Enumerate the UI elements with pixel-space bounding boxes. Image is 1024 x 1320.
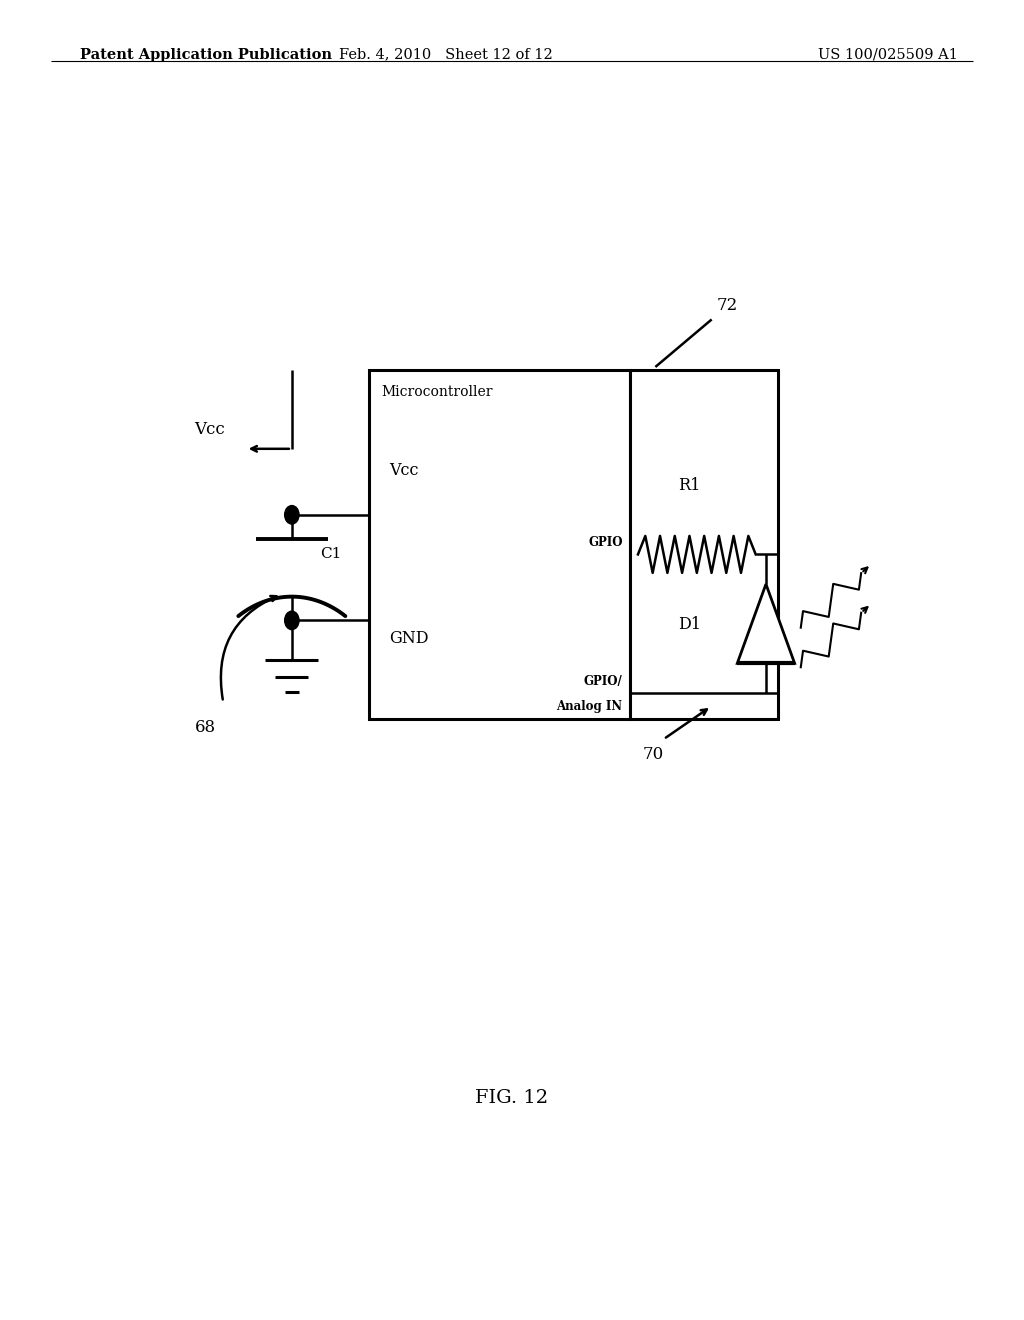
Text: Analog IN: Analog IN (556, 700, 623, 713)
Text: 68: 68 (195, 719, 216, 737)
Text: Vcc: Vcc (195, 421, 225, 438)
Text: GPIO: GPIO (588, 536, 623, 549)
Text: 70: 70 (643, 746, 665, 763)
Text: 72: 72 (717, 297, 738, 314)
Text: Patent Application Publication: Patent Application Publication (80, 48, 332, 62)
Circle shape (285, 506, 299, 524)
Text: Microcontroller: Microcontroller (381, 385, 493, 400)
Text: GPIO/: GPIO/ (584, 675, 623, 688)
Text: US 100/025509 A1: US 100/025509 A1 (817, 48, 957, 62)
Text: D1: D1 (678, 616, 700, 634)
Text: Feb. 4, 2010   Sheet 12 of 12: Feb. 4, 2010 Sheet 12 of 12 (339, 48, 552, 62)
Bar (630, 370, 778, 719)
Text: R1: R1 (678, 477, 700, 494)
Bar (369, 370, 630, 719)
Text: GND: GND (389, 630, 429, 647)
Polygon shape (737, 583, 795, 664)
Text: C1: C1 (321, 548, 342, 561)
Text: FIG. 12: FIG. 12 (475, 1089, 549, 1107)
Circle shape (285, 611, 299, 630)
Text: Vcc: Vcc (389, 462, 419, 479)
